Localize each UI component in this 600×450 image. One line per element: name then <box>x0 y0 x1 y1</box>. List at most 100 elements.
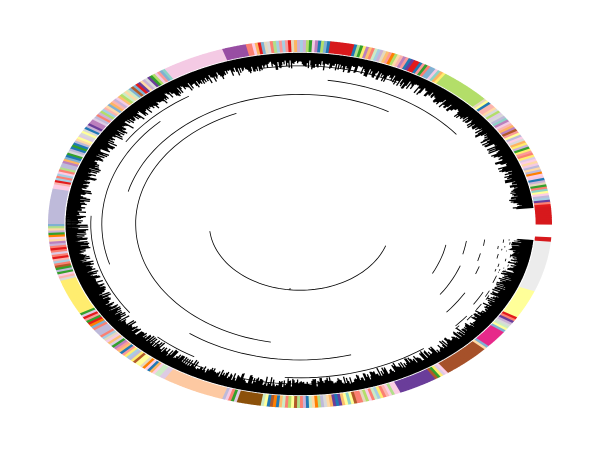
ring-segment <box>204 383 214 396</box>
ring-segment <box>71 296 88 304</box>
ring-segment <box>262 394 269 407</box>
ring-segment <box>213 50 223 63</box>
ring-segment <box>193 379 204 392</box>
ring-segment <box>481 331 497 342</box>
ring-segment <box>398 379 409 392</box>
ring-segment <box>531 190 549 196</box>
ring-segment <box>57 170 75 177</box>
ring-segment <box>97 111 114 122</box>
ring-segment <box>90 119 107 128</box>
ring-segment <box>127 349 142 361</box>
ring-segment <box>134 353 149 365</box>
ring-segment <box>48 227 65 231</box>
ring-segment <box>423 369 436 381</box>
ring-segment <box>350 391 358 404</box>
ring-segment <box>355 390 364 403</box>
ring-segment <box>380 384 390 397</box>
ring-segment <box>513 146 531 154</box>
ring-segment <box>407 60 418 72</box>
ring-segment <box>117 342 132 353</box>
ring-segment <box>55 266 73 273</box>
ring-segment <box>92 117 109 127</box>
ring-segment <box>84 126 101 135</box>
ring-segment <box>528 263 546 269</box>
ring-segment <box>334 41 341 55</box>
ring-segment <box>212 385 222 398</box>
ring-segment <box>477 334 493 345</box>
ring-segment <box>51 252 69 258</box>
ring-segment <box>470 341 485 352</box>
ring-segment <box>530 257 548 263</box>
ring-segment <box>331 41 338 54</box>
ring-segment <box>146 360 160 372</box>
ring-segment <box>433 72 447 84</box>
ring-segment <box>476 102 492 112</box>
ring-segment <box>257 42 264 55</box>
ring-segment <box>359 45 367 59</box>
ring-segment <box>67 290 84 298</box>
ring-segment <box>111 99 126 110</box>
ring-segment <box>166 369 179 382</box>
ring-segment <box>199 54 210 67</box>
ring-segment <box>454 84 468 96</box>
ring-segment <box>151 73 165 85</box>
ring-segment <box>142 78 156 90</box>
ring-segment <box>527 265 545 271</box>
ring-segment <box>380 51 391 64</box>
ring-segment <box>215 386 225 399</box>
ring-segment <box>495 121 512 131</box>
ring-segment <box>449 81 464 93</box>
ring-segment <box>492 117 508 127</box>
ring-segment <box>394 55 405 68</box>
ring-segment <box>341 392 349 406</box>
ring-segment <box>52 254 69 260</box>
ring-segment <box>438 75 452 87</box>
ring-segment <box>372 49 382 62</box>
ring-segment <box>144 359 157 371</box>
ring-segment <box>59 166 77 173</box>
ring-segment <box>67 150 85 158</box>
ring-segment <box>488 325 504 335</box>
ring-segment <box>139 80 153 92</box>
ring-segment <box>78 134 95 143</box>
ring-segment <box>393 380 404 393</box>
ring-segment <box>225 47 234 60</box>
ring-segment <box>497 123 513 132</box>
ring-segment <box>210 51 220 64</box>
ring-segment <box>64 156 81 163</box>
ring-segment <box>421 66 434 79</box>
ring-segment <box>128 87 143 98</box>
ring-segment <box>53 258 70 264</box>
ring-segment <box>136 355 151 367</box>
ring-segment <box>525 271 543 278</box>
ring-segment <box>62 280 79 288</box>
ring-segment <box>426 68 439 81</box>
ring-segment <box>505 134 523 143</box>
ring-segment <box>533 244 551 249</box>
ring-segment <box>94 115 110 125</box>
ring-segment <box>156 71 170 83</box>
ring-segment <box>182 59 194 72</box>
ring-segment <box>101 108 117 118</box>
ring-segment <box>108 336 124 346</box>
ring-segment <box>190 378 201 391</box>
ring-segment <box>532 250 549 256</box>
ring-segment <box>383 52 393 65</box>
ring-segment <box>356 45 364 58</box>
ring-segment <box>514 292 531 300</box>
ring-segment <box>245 43 253 56</box>
ring-segment <box>50 246 67 251</box>
ring-segment <box>84 312 100 322</box>
ring-segment <box>436 73 449 86</box>
ring-segment <box>426 367 439 380</box>
ring-segment <box>159 69 172 82</box>
ring-segment <box>386 52 396 65</box>
ring-segment <box>456 86 470 97</box>
ring-segment <box>481 107 497 117</box>
ring-segment <box>161 367 174 380</box>
ring-segment <box>156 365 169 377</box>
ring-segment <box>462 347 476 358</box>
ring-segment <box>533 242 551 247</box>
ring-segment <box>372 387 381 400</box>
